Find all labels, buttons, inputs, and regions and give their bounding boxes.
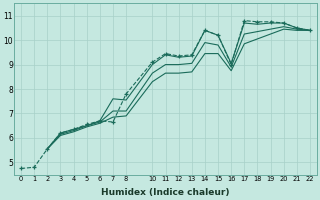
X-axis label: Humidex (Indice chaleur): Humidex (Indice chaleur)	[101, 188, 230, 197]
